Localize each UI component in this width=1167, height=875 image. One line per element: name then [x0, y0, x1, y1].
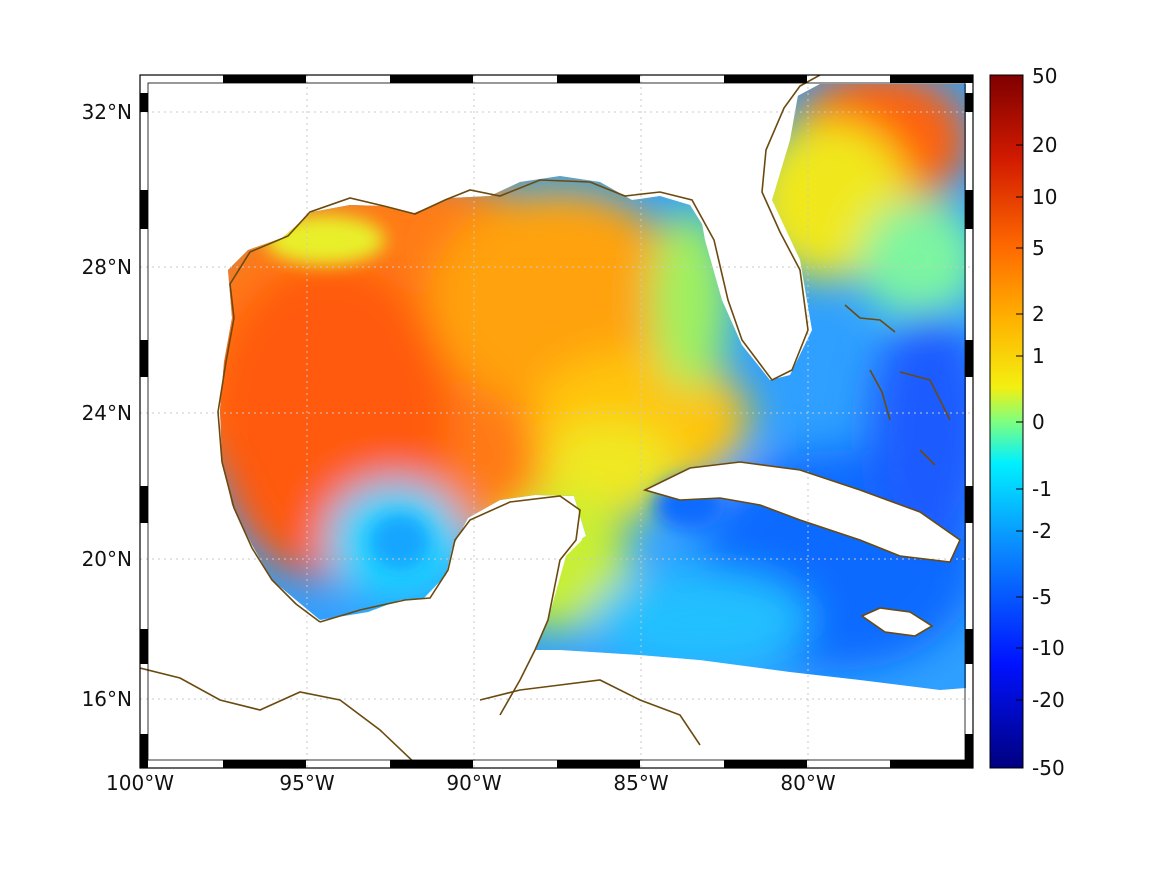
latitude-labels: 32°N 28°N 24°N 20°N 16°N — [82, 100, 132, 711]
colorbar-label: -2 — [1032, 519, 1052, 543]
lat-label: 16°N — [82, 687, 132, 711]
colorbar-label: 50 — [1032, 64, 1057, 88]
longitude-labels: 100°W 95°W 90°W 85°W 80°W — [106, 771, 836, 795]
colorbar-label: -10 — [1032, 636, 1065, 660]
colorbar-label: 1 — [1032, 344, 1045, 368]
lon-label: 95°W — [279, 771, 334, 795]
lon-label: 100°W — [106, 771, 174, 795]
lon-label: 80°W — [780, 771, 835, 795]
coastlines — [140, 75, 962, 768]
lat-label: 28°N — [82, 255, 132, 279]
lat-label: 20°N — [82, 547, 132, 571]
lon-label: 85°W — [613, 771, 668, 795]
lat-label: 32°N — [82, 100, 132, 124]
colorbar-label: 0 — [1032, 410, 1045, 434]
colorbar-label: -50 — [1032, 756, 1065, 780]
data-field — [220, 84, 966, 690]
lat-label: 24°N — [82, 401, 132, 425]
colorbar-label: -20 — [1032, 688, 1065, 712]
colorbar-label: 20 — [1032, 133, 1057, 157]
map-frame — [139, 74, 974, 769]
colorbar-label: -5 — [1032, 585, 1052, 609]
lon-label: 90°W — [446, 771, 501, 795]
colorbar-label: 2 — [1032, 302, 1045, 326]
colorbar-label: 10 — [1032, 185, 1057, 209]
colorbar-label: -1 — [1032, 477, 1052, 501]
colorbar-label: 5 — [1032, 236, 1045, 260]
colorbar: 50 20 10 5 2 1 0 -1 -2 -5 -10 -20 -50 — [989, 64, 1065, 780]
